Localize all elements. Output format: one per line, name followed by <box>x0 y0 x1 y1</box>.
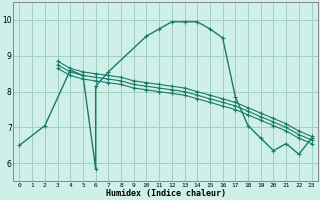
X-axis label: Humidex (Indice chaleur): Humidex (Indice chaleur) <box>106 189 226 198</box>
